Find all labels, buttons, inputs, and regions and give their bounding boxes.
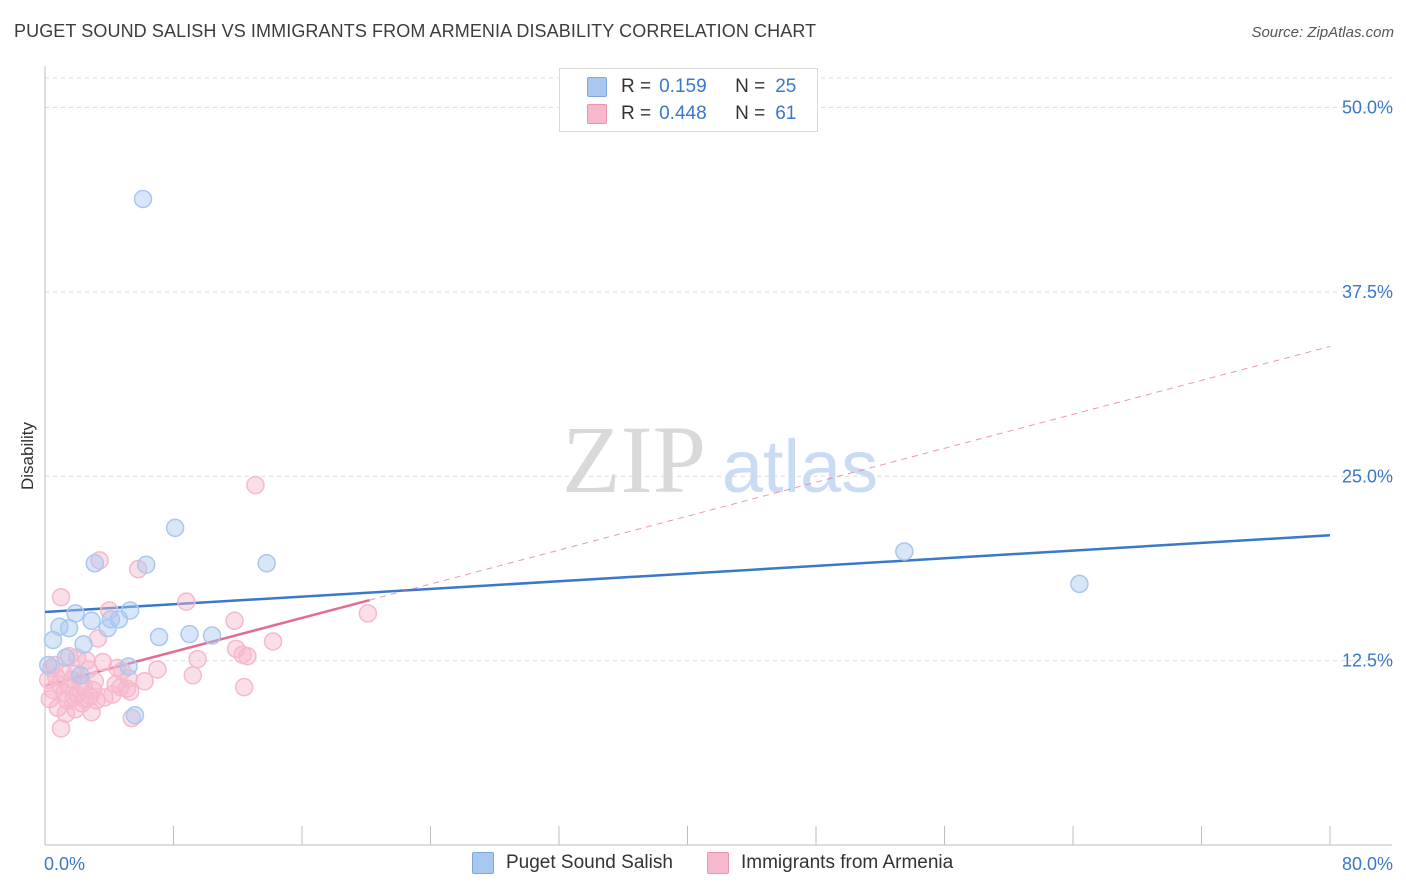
point-armenia bbox=[42, 658, 61, 678]
legend-swatch-salish bbox=[587, 77, 607, 97]
legend-n-value: 25 bbox=[775, 76, 797, 97]
chart-title: PUGET SOUND SALISH VS IMMIGRANTS FROM AR… bbox=[14, 21, 817, 41]
point-armenia bbox=[177, 592, 196, 611]
legend-r-label: R = bbox=[621, 76, 652, 97]
point-salish bbox=[1070, 574, 1089, 594]
watermark-zip: ZIP bbox=[562, 406, 706, 513]
point-salish bbox=[59, 618, 79, 638]
legend-swatch-armenia bbox=[707, 852, 729, 874]
point-armenia bbox=[234, 677, 254, 697]
point-armenia bbox=[56, 704, 76, 723]
trend-line bbox=[44, 534, 1331, 614]
point-salish bbox=[98, 618, 117, 638]
point-armenia bbox=[188, 649, 207, 669]
trend-line-extension bbox=[369, 345, 1331, 601]
y-tick-label: 37.5% bbox=[1342, 282, 1393, 302]
point-salish bbox=[85, 554, 105, 573]
source-label: Source: ZipAtlas.com bbox=[1251, 24, 1394, 41]
legend-item-salish[interactable]: Puget Sound Salish bbox=[472, 852, 673, 874]
point-armenia bbox=[358, 604, 378, 623]
point-salish bbox=[120, 601, 140, 620]
y-tick-label: 50.0% bbox=[1342, 98, 1393, 118]
point-armenia bbox=[246, 475, 265, 495]
point-salish bbox=[119, 657, 138, 676]
legend-n-label: N = bbox=[735, 76, 766, 97]
point-salish bbox=[136, 555, 156, 574]
legend-n-value: 61 bbox=[775, 103, 797, 124]
point-armenia bbox=[51, 587, 71, 607]
point-armenia bbox=[263, 632, 283, 651]
legend-n-label: N = bbox=[735, 103, 766, 124]
point-salish bbox=[149, 627, 169, 647]
point-salish bbox=[43, 630, 63, 650]
x-tick-label: 0.0% bbox=[44, 854, 85, 874]
y-axis-label: Disability bbox=[18, 421, 37, 491]
legend-row-salish: R = 0.159 N = 25 bbox=[560, 74, 796, 100]
watermark: ZIP atlas bbox=[562, 406, 878, 513]
point-salish bbox=[125, 705, 145, 725]
trend-lines bbox=[44, 345, 1331, 687]
point-salish bbox=[82, 611, 101, 631]
point-armenia bbox=[72, 694, 92, 713]
point-salish bbox=[202, 626, 222, 645]
point-salish bbox=[38, 655, 58, 675]
point-armenia bbox=[238, 646, 257, 666]
axes bbox=[44, 66, 1392, 846]
point-armenia bbox=[183, 666, 203, 685]
point-armenia bbox=[93, 652, 113, 672]
y-tick-label: 12.5% bbox=[1342, 651, 1393, 671]
point-armenia bbox=[148, 660, 167, 679]
legend-item-armenia[interactable]: Immigrants from Armenia bbox=[707, 852, 953, 874]
data-points bbox=[38, 189, 1089, 738]
point-salish bbox=[74, 635, 93, 654]
series-legend: Puget Sound Salish Immigrants from Armen… bbox=[0, 852, 1406, 878]
point-salish bbox=[180, 624, 199, 644]
point-salish bbox=[133, 189, 153, 209]
legend-swatch-armenia bbox=[587, 104, 607, 124]
point-armenia bbox=[120, 682, 140, 701]
point-armenia bbox=[225, 611, 244, 631]
legend-r-value: 0.448 bbox=[659, 103, 707, 124]
point-armenia bbox=[135, 672, 154, 691]
watermark-atlas: atlas bbox=[722, 425, 878, 508]
legend-label-armenia: Immigrants from Armenia bbox=[741, 852, 954, 873]
legend-label-salish: Puget Sound Salish bbox=[506, 852, 673, 873]
grid-lines bbox=[45, 77, 1392, 662]
point-salish bbox=[56, 648, 76, 667]
legend-row-armenia: R = 0.448 N = 61 bbox=[560, 101, 796, 127]
point-salish bbox=[257, 554, 276, 573]
point-salish bbox=[165, 518, 185, 538]
legend-r-value: 0.159 bbox=[659, 76, 707, 97]
correlation-legend: R = 0.159 N = 25 R = 0.448 N = 61 bbox=[559, 68, 818, 132]
tick-labels: 12.5% 25.0% 37.5% 50.0% 0.0% 80.0% bbox=[44, 98, 1393, 875]
point-salish bbox=[895, 542, 914, 561]
x-tick-label: 80.0% bbox=[1342, 854, 1393, 874]
point-armenia bbox=[83, 680, 103, 700]
legend-swatch-salish bbox=[472, 852, 494, 874]
legend-r-label: R = bbox=[621, 103, 652, 124]
point-armenia bbox=[122, 708, 141, 728]
point-armenia bbox=[106, 674, 125, 694]
y-tick-label: 25.0% bbox=[1342, 466, 1393, 486]
point-salish bbox=[71, 666, 90, 685]
